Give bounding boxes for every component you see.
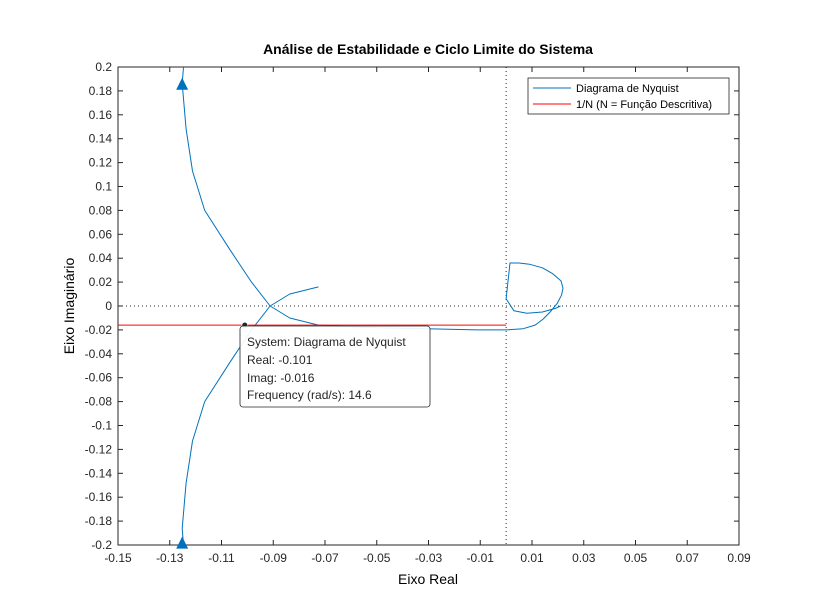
x-tick-label: -0.03	[415, 551, 443, 565]
y-tick-label: -0.06	[85, 371, 113, 385]
x-axis-label: Eixo Real	[398, 571, 458, 587]
datatip-frequency: Frequency (rad/s): 14.6	[247, 388, 372, 402]
y-tick-label: -0.14	[85, 466, 113, 480]
x-tick-label: -0.11	[208, 551, 235, 565]
datatip-imag: Imag: -0.016	[247, 371, 315, 385]
nyquist-mirror-curve	[181, 286, 319, 546]
legend-label-nyquist: Diagrama de Nyquist	[576, 83, 679, 95]
y-tick-label: -0.18	[85, 514, 113, 528]
y-tick-label: -0.04	[85, 347, 113, 361]
x-tick-label: -0.09	[260, 551, 288, 565]
y-tick-label: -0.2	[91, 538, 112, 552]
datatip[interactable]: System: Diagrama de Nyquist Real: -0.101…	[239, 321, 431, 408]
x-tick-label: 0.01	[520, 551, 544, 565]
legend: Diagrama de Nyquist 1/N (N = Função Desc…	[527, 77, 730, 115]
x-tick-label: -0.15	[104, 551, 132, 565]
y-tick-label: 0.16	[89, 108, 113, 122]
y-tick-label: 0.08	[89, 203, 113, 217]
x-tick-label: 0.03	[572, 551, 596, 565]
y-axis-label: Eixo Imaginário	[61, 258, 77, 355]
direction-arrow-icon	[176, 77, 189, 90]
y-tick-label: 0.14	[89, 132, 113, 146]
y-tick-label: 0.02	[89, 275, 113, 289]
y-tick-label: -0.08	[85, 395, 113, 409]
nyquist-curve	[181, 66, 564, 331]
y-tick-label: -0.12	[85, 442, 113, 456]
x-tick-label: -0.13	[156, 551, 184, 565]
direction-arrows	[176, 77, 189, 549]
legend-box	[527, 77, 730, 115]
chart-title: Análise de Estabilidade e Ciclo Limite d…	[263, 41, 593, 57]
x-tick-label: 0.05	[624, 551, 648, 565]
datatip-system: System: Diagrama de Nyquist	[247, 335, 406, 349]
y-tick-label: 0	[105, 299, 112, 313]
direction-arrow-icon	[176, 536, 189, 549]
y-tick-label: 0.12	[89, 156, 113, 170]
y-tick-label: 0.2	[95, 60, 112, 74]
x-tick-label: 0.09	[727, 551, 751, 565]
legend-label-describing-function: 1/N (N = Função Descritiva)	[576, 99, 712, 111]
y-tick-label: 0.18	[89, 84, 113, 98]
plot-area	[117, 66, 740, 546]
y-tick-label: -0.02	[85, 323, 113, 337]
y-tick-label: -0.16	[85, 490, 113, 504]
axis-ticks: -0.15 -0.13 -0.11 -0.09 -0.07 -0.05 -0.03 -0.01…	[85, 60, 751, 565]
x-tick-label: -0.01	[467, 551, 495, 565]
y-tick-label: 0.06	[89, 227, 113, 241]
x-tick-label: -0.05	[363, 551, 391, 565]
x-tick-label: 0.07	[676, 551, 700, 565]
y-tick-label: 0.04	[89, 251, 113, 265]
datatip-box	[239, 325, 431, 408]
series-group	[118, 66, 564, 546]
y-tick-label: -0.1	[91, 419, 112, 433]
x-tick-label: -0.07	[311, 551, 339, 565]
y-tick-label: 0.1	[95, 180, 112, 194]
datatip-real: Real: -0.101	[247, 353, 313, 367]
